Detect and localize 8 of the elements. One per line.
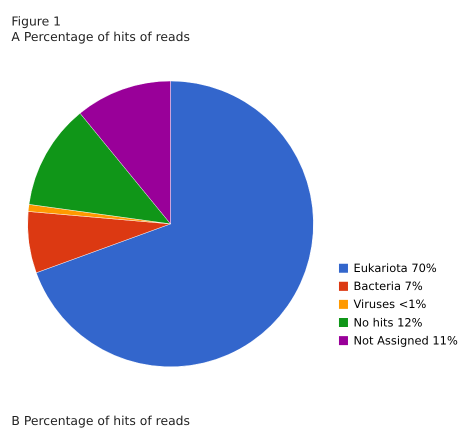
legend-label: Viruses <1%: [353, 297, 427, 312]
text: B Percentage of hits of reads: [11, 414, 190, 428]
legend-label: Bacteria 7%: [353, 279, 423, 294]
chart-subtitle: A Percentage of hits of reads: [11, 30, 190, 44]
chart-title: Figure 1: [11, 14, 62, 29]
legend-label: Eukariota 70%: [353, 261, 437, 276]
legend-label: Not Assigned 11%: [353, 333, 458, 348]
legend-label: No hits 12%: [353, 315, 423, 330]
